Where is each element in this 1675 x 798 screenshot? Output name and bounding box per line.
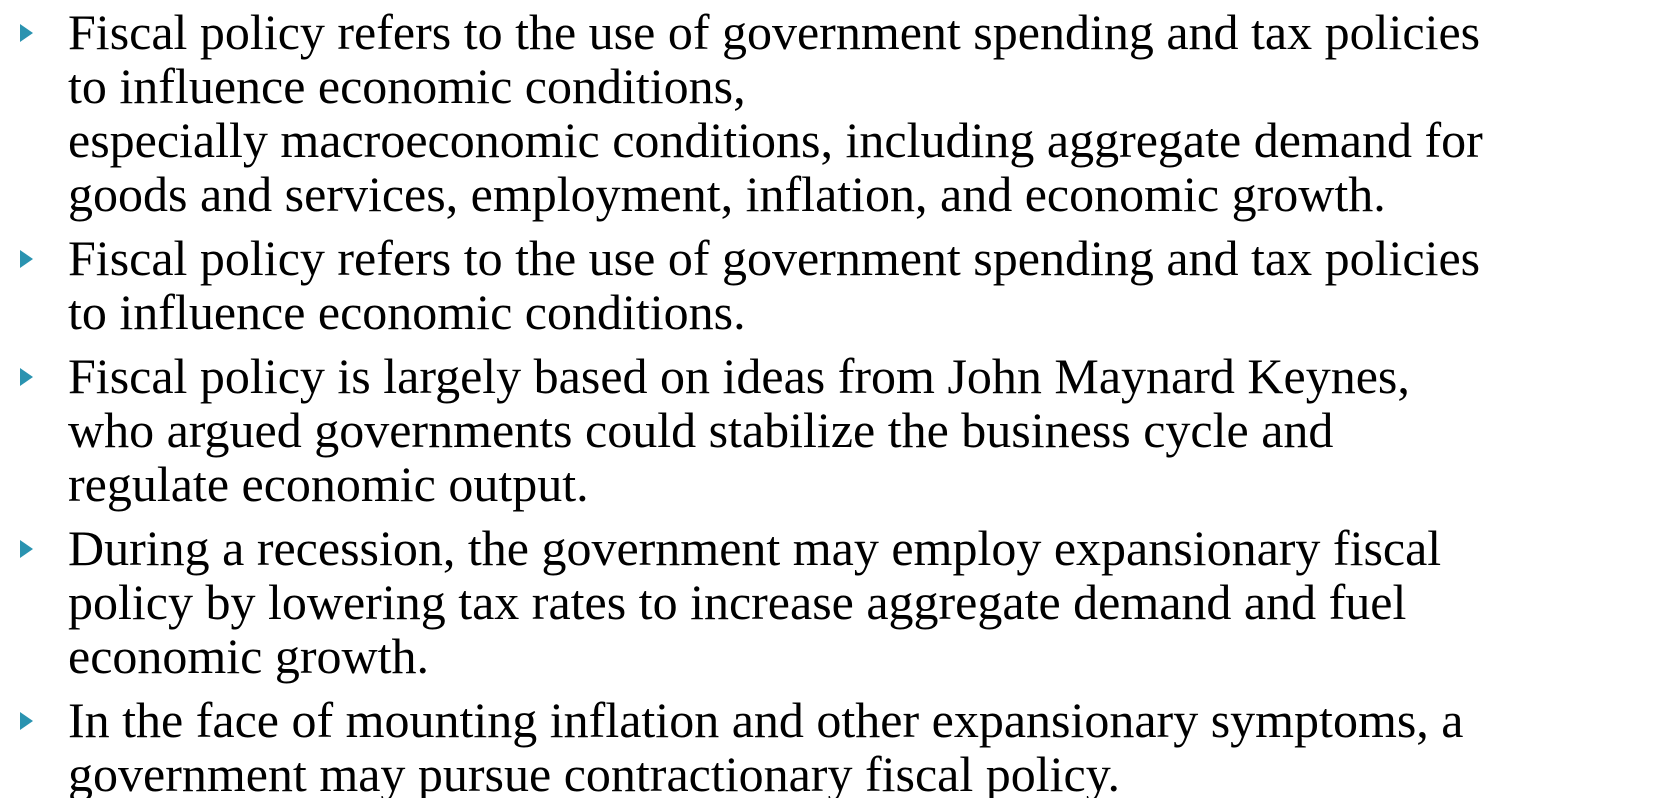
bullet-text-line: During a recession, the government may e…	[68, 520, 1442, 576]
bullet-text-line: regulate economic output.	[68, 456, 589, 512]
bullet-item: Fiscal policy is largely based on ideas …	[0, 349, 1675, 511]
bullet-marker	[20, 712, 33, 730]
bullet-triangle	[20, 250, 33, 268]
bullet-marker	[20, 540, 33, 558]
bullet-text-line: government may pursue contractionary fis…	[68, 746, 1120, 798]
bullet-text-line: Fiscal policy refers to the use of gover…	[68, 4, 1481, 60]
bullet-triangle	[20, 368, 33, 386]
bullet-item: During a recession, the government may e…	[0, 521, 1675, 683]
bullet-text-line: who argued governments could stabilize t…	[68, 402, 1334, 458]
bullet-marker	[20, 24, 33, 42]
bullet-text-line: Fiscal policy is largely based on ideas …	[68, 348, 1410, 404]
bullet-text-line: economic growth.	[68, 628, 430, 684]
bullet-text-line: goods and services, employment, inflatio…	[68, 166, 1386, 222]
bullet-item: Fiscal policy refers to the use of gover…	[0, 231, 1675, 339]
bullet-text-line: policy by lowering tax rates to increase…	[68, 574, 1407, 630]
bullet-text-line: to influence economic conditions,	[68, 58, 746, 114]
bullet-marker	[20, 368, 33, 386]
bullet-triangle	[20, 712, 33, 730]
bullet-item: Fiscal policy refers to the use of gover…	[0, 5, 1675, 221]
bullet-triangle	[20, 24, 33, 42]
bullet-triangle	[20, 540, 33, 558]
bullet-text-line: especially macroeconomic conditions, inc…	[68, 112, 1483, 168]
bullet-text-line: to influence economic conditions.	[68, 284, 746, 340]
bullet-text-line: Fiscal policy refers to the use of gover…	[68, 230, 1481, 286]
bullet-marker	[20, 250, 33, 268]
bullet-item: In the face of mounting inflation and ot…	[0, 693, 1675, 798]
bullet-text-line: In the face of mounting inflation and ot…	[68, 692, 1464, 748]
